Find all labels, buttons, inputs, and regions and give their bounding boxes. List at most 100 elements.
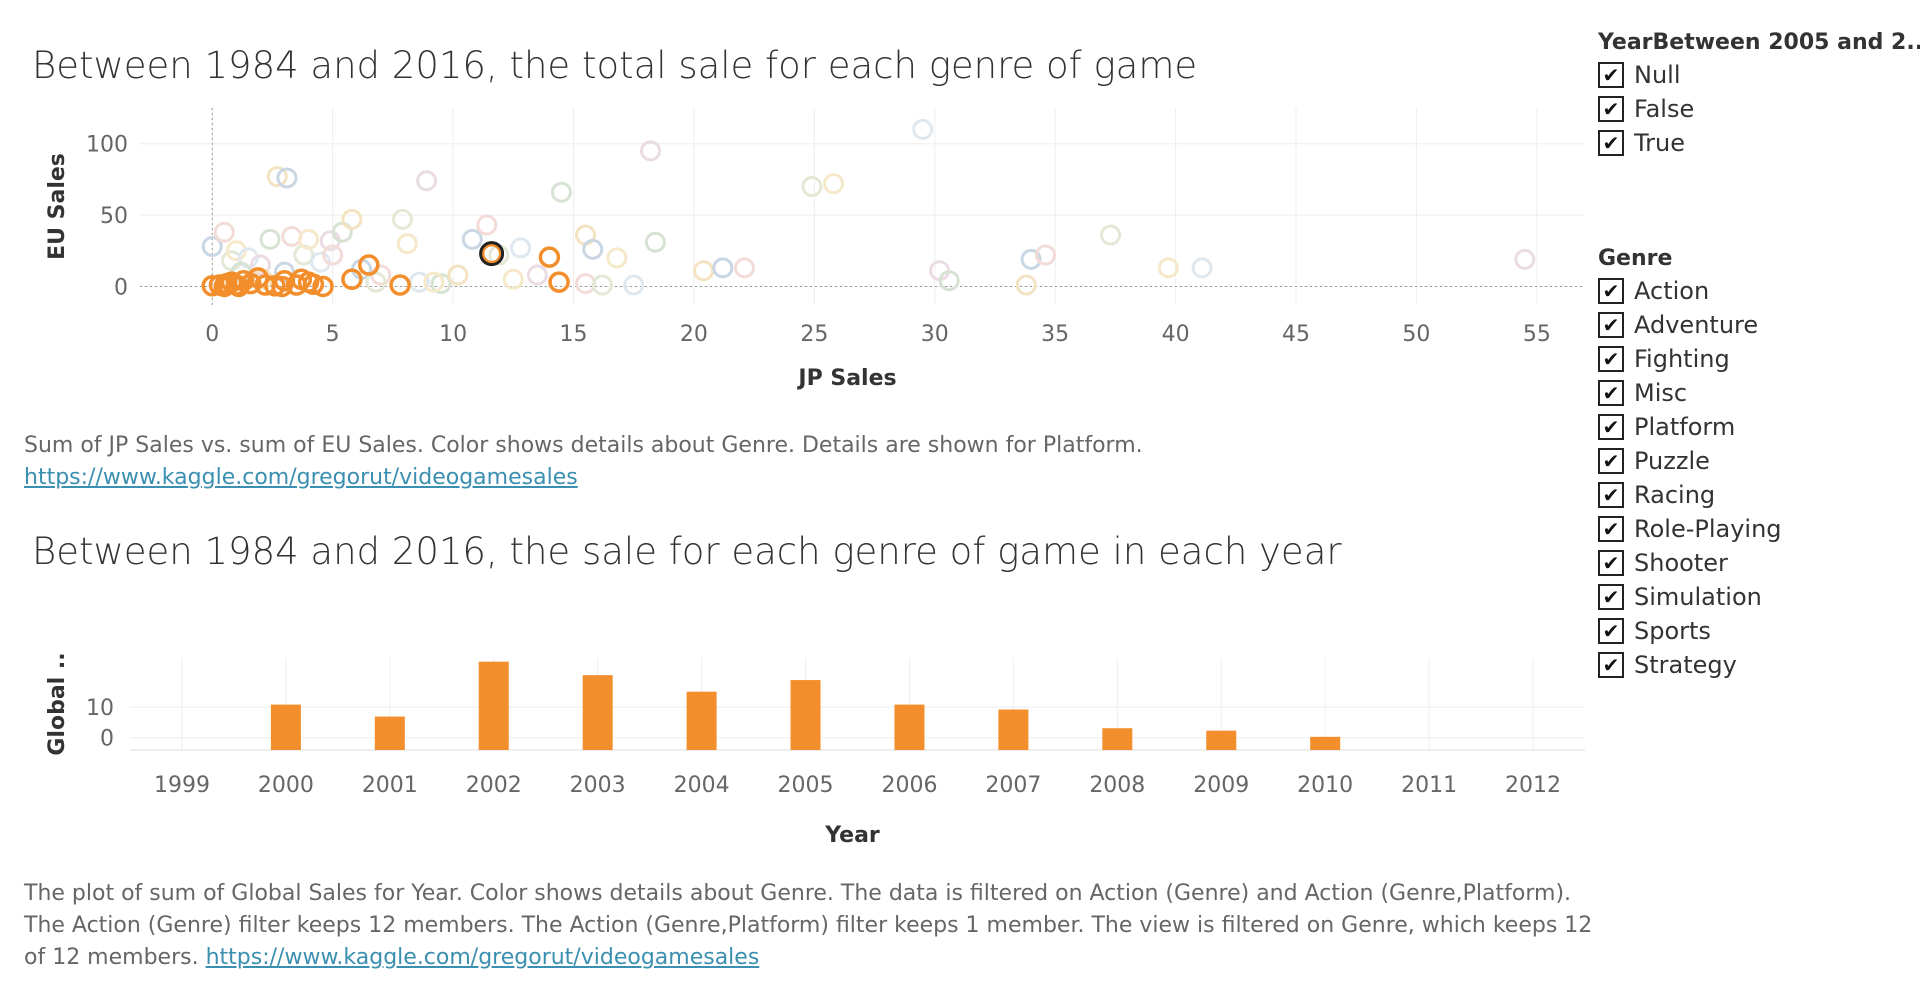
- x-tick-label: 25: [800, 322, 828, 347]
- scatter-chart[interactable]: 0 5 10 15 20 25 30 35 40 45 50 55 0 50 100 JP Sales EU S…: [0, 0, 1600, 420]
- scatter-point-faded: [1191, 257, 1213, 279]
- scatter-point-action: [548, 271, 570, 293]
- x-tick-label: 2010: [1297, 773, 1353, 798]
- scatter-point-faded: [322, 244, 344, 266]
- scatter-point-faded: [201, 235, 223, 257]
- scatter-point-faded: [365, 271, 387, 293]
- genre-filter-item-misc[interactable]: ✔ Misc: [1598, 376, 1920, 410]
- x-tick-label: 35: [1041, 322, 1069, 347]
- genre-filter-item-strategy[interactable]: ✔ Strategy: [1598, 648, 1920, 682]
- scatter-point-action: [358, 254, 380, 276]
- checkbox-icon[interactable]: ✔: [1598, 312, 1624, 338]
- scatter-point-faded: [582, 238, 604, 260]
- scatter-point-action: [290, 268, 313, 291]
- genre-filter: Genre ✔ Action ✔ Adventure ✔ Fighting ✔ Misc ✔ Pl…: [1598, 244, 1920, 682]
- scatter-point-faded: [733, 257, 755, 279]
- x-tick-label: 10: [439, 322, 467, 347]
- checkbox-icon[interactable]: ✔: [1598, 130, 1624, 156]
- x-tick-label: 30: [921, 322, 949, 347]
- scatter-point-faded: [712, 257, 734, 279]
- bar-caption-text: The plot of sum of Global Sales for Year…: [24, 881, 1593, 970]
- checkbox-icon[interactable]: ✔: [1598, 584, 1624, 610]
- scatter-point-faded: [938, 270, 960, 292]
- genre-filter-item-label: Action: [1634, 277, 1710, 305]
- scatter-point-faded: [341, 208, 363, 230]
- x-tick-label: 2009: [1193, 773, 1249, 798]
- genre-filter-item-platform[interactable]: ✔ Platform: [1598, 410, 1920, 444]
- x-tick-label: 2005: [778, 773, 834, 798]
- scatter-point-faded: [693, 260, 715, 282]
- scatter-chart-title: Between 1984 and 2016, the total sale fo…: [32, 44, 1198, 87]
- x-tick-label: 20: [680, 322, 708, 347]
- scatter-point-action: [341, 268, 363, 291]
- x-tick-label: 0: [205, 322, 219, 347]
- bar-2002: [478, 661, 509, 750]
- scatter-point-action: [302, 273, 325, 296]
- scatter-point-faded: [526, 264, 548, 286]
- year-filter-item-label: Null: [1634, 61, 1681, 89]
- genre-filter-item-puzzle[interactable]: ✔ Puzzle: [1598, 444, 1920, 478]
- y-axis-title: Global ..: [45, 652, 70, 755]
- checkbox-icon[interactable]: ✔: [1598, 550, 1624, 576]
- bar-chart[interactable]: 1999 2000 2001 2002 2003 2004 2005 2006 2007 2008…: [0, 0, 1600, 860]
- bar-2006: [894, 704, 925, 750]
- x-tick-label: 40: [1162, 322, 1190, 347]
- checkbox-icon[interactable]: ✔: [1598, 278, 1624, 304]
- scatter-point-action: [480, 242, 503, 265]
- x-tick-label: 2006: [881, 773, 937, 798]
- checkbox-icon[interactable]: ✔: [1598, 346, 1624, 372]
- scatter-point-faded: [502, 268, 524, 290]
- scatter-point-faded: [912, 118, 934, 140]
- scatter-point-faded: [416, 170, 438, 192]
- scatter-point-faded: [644, 231, 666, 253]
- y-tick-label: 10: [86, 696, 114, 721]
- checkbox-icon[interactable]: ✔: [1598, 618, 1624, 644]
- checkbox-icon[interactable]: ✔: [1598, 380, 1624, 406]
- year-filter-title: YearBetween 2005 and 2..: [1598, 30, 1920, 55]
- checkbox-icon[interactable]: ✔: [1598, 62, 1624, 88]
- scatter-point-action: [312, 275, 334, 298]
- bar-2008: [1102, 728, 1133, 750]
- y-axis-title: EU Sales: [45, 153, 70, 260]
- checkbox-icon[interactable]: ✔: [1598, 448, 1624, 474]
- x-axis-title: JP Sales: [796, 366, 896, 391]
- year-filter-item-null[interactable]: ✔ Null: [1598, 58, 1920, 92]
- genre-filter-item-racing[interactable]: ✔ Racing: [1598, 478, 1920, 512]
- year-filter-item-label: True: [1634, 129, 1685, 157]
- genre-filter-title: Genre: [1598, 246, 1673, 271]
- bar-2004: [686, 691, 717, 750]
- scatter-point-faded: [591, 274, 613, 296]
- genre-filter-item-action[interactable]: ✔ Action: [1598, 274, 1920, 308]
- bar-2000: [270, 704, 301, 750]
- scatter-point-faded: [623, 274, 645, 296]
- checkbox-icon[interactable]: ✔: [1598, 652, 1624, 678]
- genre-filter-item-fighting[interactable]: ✔ Fighting: [1598, 342, 1920, 376]
- scatter-point-faded: [606, 247, 628, 269]
- x-tick-label: 1999: [154, 773, 210, 798]
- bar-source-link[interactable]: https://www.kaggle.com/gregorut/videogam…: [205, 945, 760, 970]
- checkbox-icon[interactable]: ✔: [1598, 414, 1624, 440]
- x-tick-label: 2003: [570, 773, 626, 798]
- scatter-caption: Sum of JP Sales vs. sum of EU Sales. Col…: [24, 430, 1324, 494]
- x-tick-label: 2007: [985, 773, 1041, 798]
- checkbox-icon[interactable]: ✔: [1598, 516, 1624, 542]
- x-tick-label: 15: [560, 322, 588, 347]
- scatter-source-link[interactable]: https://www.kaggle.com/gregorut/videogam…: [24, 465, 578, 490]
- genre-filter-item-simulation[interactable]: ✔ Simulation: [1598, 580, 1920, 614]
- scatter-point-faded: [423, 271, 445, 293]
- year-filter-item-true[interactable]: ✔ True: [1598, 126, 1920, 160]
- checkbox-icon[interactable]: ✔: [1598, 482, 1624, 508]
- year-filter-item-false[interactable]: ✔ False: [1598, 92, 1920, 126]
- scatter-point-faded: [259, 228, 281, 250]
- scatter-point-faded: [1157, 257, 1179, 279]
- checkbox-icon[interactable]: ✔: [1598, 96, 1624, 122]
- genre-filter-item-role-playing[interactable]: ✔ Role-Playing: [1598, 512, 1920, 546]
- genre-filter-item-adventure[interactable]: ✔ Adventure: [1598, 308, 1920, 342]
- scatter-point-faded: [510, 237, 532, 259]
- genre-filter-item-shooter[interactable]: ✔ Shooter: [1598, 546, 1920, 580]
- x-tick-label: 2011: [1401, 773, 1457, 798]
- scatter-point-faded: [298, 228, 320, 250]
- scatter-point-selected: [479, 241, 505, 267]
- scatter-point-action: [227, 275, 250, 298]
- genre-filter-item-sports[interactable]: ✔ Sports: [1598, 614, 1920, 648]
